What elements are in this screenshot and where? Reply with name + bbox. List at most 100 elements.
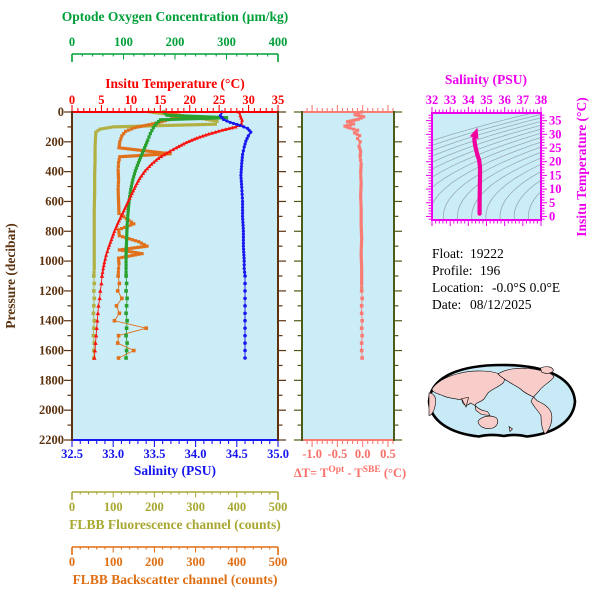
fluorescence-axis-ticks: 0 100 200 300 400 500	[69, 500, 288, 514]
float-info-line-date: Date: 08/12/2025	[432, 297, 532, 312]
tick-label: -1.0	[302, 447, 322, 461]
tick-label: 1000	[39, 254, 64, 268]
fluorescence-axis-title: FLBB Fluorescence channel (counts)	[69, 517, 281, 532]
map-south-america	[530, 396, 553, 435]
tick-label: 32.5	[61, 447, 83, 461]
delta-t-series	[343, 110, 366, 360]
delta-t-frame	[301, 111, 395, 441]
tick-label: 34.5	[226, 447, 248, 461]
tick-label: 400	[227, 555, 246, 569]
tick-label: 0.0	[355, 447, 371, 461]
salinity-axis-title: Salinity (PSU)	[134, 463, 216, 478]
map-australia	[477, 415, 499, 429]
tick-label: 100	[104, 500, 123, 514]
tick-label: 0	[58, 105, 64, 119]
delta-t-tickmarks	[294, 105, 402, 447]
map-africa	[428, 392, 436, 416]
tick-label: 20	[183, 93, 196, 107]
tick-label: 35	[549, 114, 562, 128]
tick-label: 200	[166, 35, 185, 49]
main-profile-plot	[64, 105, 286, 447]
map-landmasses	[428, 366, 555, 435]
tick-label: 15	[154, 93, 167, 107]
tick-label: 25	[213, 93, 226, 107]
series-deltat	[343, 110, 366, 360]
delta-t-plot-background	[302, 112, 394, 440]
float-info-line-location: Location: -0.0°S 0.0°E	[432, 280, 560, 295]
map-southeast-asia	[474, 404, 491, 416]
tick-label: 34	[462, 93, 475, 107]
series-insitu-temperature	[92, 109, 245, 360]
ts-profile-line	[469, 127, 483, 216]
salinity-axis-ticks: 32.5 33.0 33.5 34.0 34.5 35.0	[61, 447, 289, 461]
tick-label: 0	[69, 500, 75, 514]
ts-plot-frame	[431, 112, 542, 221]
map-eurasia	[431, 370, 505, 406]
tick-label: 10	[549, 182, 562, 196]
tick-label: 35	[480, 93, 493, 107]
tick-label: 300	[186, 500, 205, 514]
map-north-america	[497, 367, 555, 398]
tick-label: 20	[549, 155, 562, 169]
tick-label: 1200	[39, 284, 64, 298]
temperature-axis-title: Insitu Temperature (°C)	[105, 76, 244, 91]
tick-label: 200	[145, 555, 164, 569]
tick-label: 15	[549, 168, 562, 182]
tick-label: 33	[444, 93, 457, 107]
tick-label: 38	[535, 93, 548, 107]
tick-label: 2200	[39, 433, 64, 447]
ts-diagram	[426, 107, 547, 226]
float-info: Float: 19222 Profile: 196 Location: -0.0°S …	[432, 246, 560, 312]
oxygen-axis-ticks: 0 100 200 300 400	[69, 35, 288, 49]
main-plot-frame	[71, 111, 279, 441]
delta-t-axis-ticks: -1.0 -0.5 0.0 0.5	[302, 447, 396, 461]
tick-label: 200	[45, 135, 64, 149]
tick-label: 800	[45, 224, 64, 238]
map-india	[461, 397, 469, 408]
tick-label: 0	[549, 209, 555, 223]
tick-label: 5	[98, 93, 104, 107]
pressure-axis-ticks: 0 200 400 600 800 1000 1200 1400 1600 1800 2000 220…	[39, 105, 64, 447]
series-salinity	[218, 110, 253, 360]
tick-label: 0	[69, 555, 75, 569]
tick-label: 2000	[39, 403, 64, 417]
tick-label: 100	[104, 555, 123, 569]
backscatter-axis-ticks: 0 100 200 300 400 500	[69, 555, 288, 569]
tick-label: 600	[45, 194, 64, 208]
delta-t-axis-label: ΔT= TOpt - TSBE (°C)	[294, 465, 406, 480]
tick-label: 300	[186, 555, 205, 569]
delta-t-plot	[294, 105, 402, 447]
oxygen-axis	[71, 53, 279, 62]
tick-label: 400	[269, 35, 288, 49]
ts-plot-tickmarks	[426, 107, 547, 226]
tick-label: 300	[217, 35, 236, 49]
tick-label: 400	[227, 500, 246, 514]
tick-label: 5	[549, 196, 555, 210]
tick-label: 33.0	[102, 447, 124, 461]
tick-label: 30	[549, 127, 562, 141]
tick-label: 1600	[39, 344, 64, 358]
world-map	[427, 363, 577, 438]
ts-temperature-axis-title: Insitu Temperature (°C)	[574, 97, 589, 236]
backscatter-axis-title: FLBB Backscatter channel (counts)	[73, 572, 278, 587]
float-info-line-float: Float: 19222	[432, 246, 504, 261]
tick-label: 32	[426, 93, 439, 107]
tick-label: 37	[517, 93, 530, 107]
tick-label: 200	[145, 500, 164, 514]
temperature-axis-ticks: 0 5 10 15 20 25 30 35	[69, 93, 284, 107]
tick-label: 33.5	[143, 447, 165, 461]
fluorescence-axis	[71, 491, 279, 500]
tick-label: 500	[269, 500, 288, 514]
ts-salinity-axis-title: Salinity (PSU)	[445, 72, 527, 87]
oxygen-axis-title: Optode Oxygen Concentration (µm/kg)	[62, 9, 288, 24]
tick-label: 30	[242, 93, 255, 107]
ts-salinity-axis-ticks: 32 33 34 35 36 37 38	[426, 93, 548, 107]
tick-label: 100	[114, 35, 133, 49]
tick-label: 0.5	[380, 447, 396, 461]
tick-label: 10	[125, 93, 138, 107]
tick-label: 34.0	[185, 447, 207, 461]
tick-label: 36	[498, 93, 511, 107]
